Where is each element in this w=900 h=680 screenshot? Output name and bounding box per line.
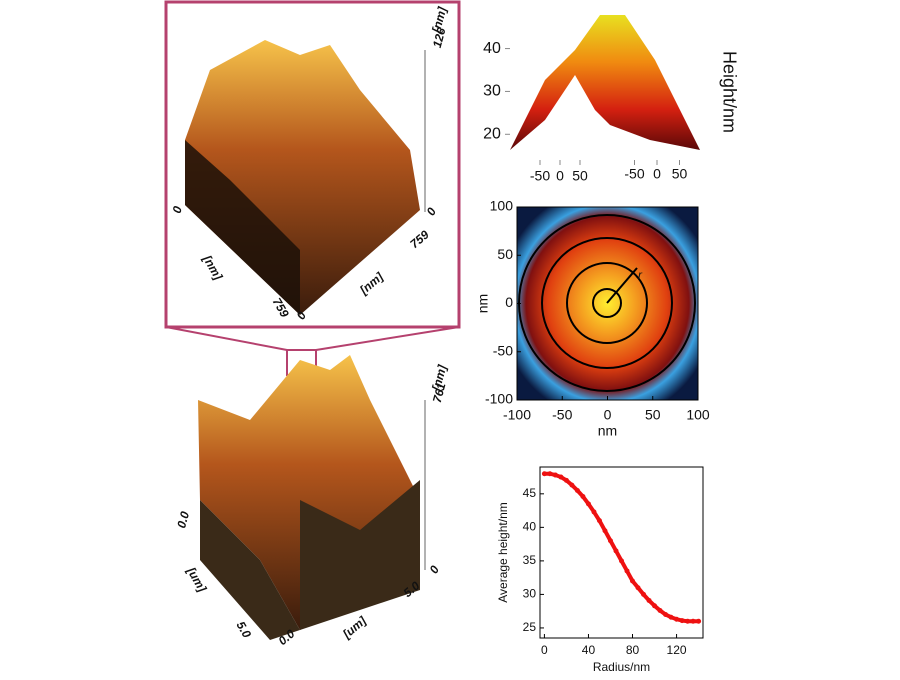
x-tick-label: -50: [552, 407, 572, 423]
point: [663, 612, 669, 618]
x-label: nm: [598, 423, 617, 439]
point: [585, 501, 591, 507]
x-tick-label: -100: [503, 407, 531, 423]
plot-frame: [539, 466, 704, 639]
connector: [165, 326, 288, 351]
x-tick-label: 0: [541, 643, 548, 657]
point: [690, 618, 696, 624]
y-tick-label: 25: [523, 620, 537, 634]
z-tick-label: 30: [483, 83, 501, 100]
line: [544, 471, 699, 624]
x-tick-label: 120: [667, 643, 687, 657]
afm-full-side: [200, 480, 420, 640]
afm-label: [nm]: [200, 252, 226, 283]
x-tick-label: 0: [556, 168, 564, 184]
x-tick-label: 80: [626, 643, 640, 657]
point: [596, 518, 602, 524]
surface-3d: [510, 15, 700, 150]
y-tick-label: -50: [624, 166, 644, 182]
point: [619, 558, 624, 564]
afm-label: 761: [430, 381, 449, 404]
heatmap: [516, 206, 699, 401]
point: [646, 597, 652, 603]
afm-label: 0: [424, 205, 440, 218]
annotation: r: [638, 268, 643, 282]
y-tick-label: 40: [523, 520, 537, 534]
afm-label: 0: [170, 204, 185, 214]
afm-label: [um]: [339, 613, 369, 642]
point: [580, 494, 586, 500]
connector: [315, 326, 460, 351]
point: [657, 608, 663, 614]
afm-label: [nm]: [429, 4, 450, 35]
point: [630, 578, 636, 584]
radius-arrow: [606, 267, 638, 304]
point: [569, 482, 575, 488]
y-tick-label: 0: [505, 294, 513, 310]
y-tick-label: 50: [672, 166, 688, 182]
afm-label: 5.0: [233, 619, 254, 641]
point: [563, 477, 569, 483]
afm-label: [nm]: [429, 362, 450, 393]
x-tick-label: 0: [604, 407, 612, 423]
point: [641, 591, 647, 597]
point: [591, 509, 597, 515]
x-tick-label: 50: [645, 407, 661, 423]
y-tick-label: 30: [523, 587, 537, 601]
point: [635, 585, 641, 591]
point: [613, 548, 619, 554]
y-tick-label: -50: [493, 342, 513, 358]
y-label: nm: [475, 294, 491, 313]
afm-label: 0.0: [174, 510, 192, 530]
point: [574, 487, 580, 493]
afm-zoom-side: [185, 140, 300, 315]
y-tick-label: 35: [523, 553, 537, 567]
y-label: Average height/nm: [496, 502, 510, 603]
point: [652, 603, 658, 609]
zoom-frame: [164, 0, 461, 329]
afm-label: [um]: [184, 564, 210, 595]
y-tick-label: 100: [490, 198, 514, 214]
point: [624, 568, 630, 574]
point: [541, 471, 547, 477]
x-tick-label: 50: [572, 168, 588, 184]
point: [668, 614, 674, 620]
x-tick-label: -50: [530, 168, 550, 184]
y-tick-label: -100: [485, 391, 513, 407]
afm-label: [nm]: [356, 269, 386, 298]
point: [607, 538, 613, 544]
y-tick-label: 45: [523, 486, 537, 500]
point: [547, 471, 553, 477]
afm-label: 126: [430, 26, 449, 49]
z-label: Height/nm: [719, 51, 739, 133]
point: [602, 528, 608, 534]
point: [558, 474, 564, 480]
afm-label: 0: [427, 563, 443, 576]
x-tick-label: 100: [686, 407, 710, 423]
z-tick-label: 40: [483, 40, 501, 57]
point: [685, 618, 691, 624]
x-tick-label: 40: [582, 643, 596, 657]
afm-label: 759: [407, 227, 432, 251]
x-label: Radius/nm: [593, 660, 650, 674]
z-tick-label: 20: [483, 126, 501, 143]
y-tick-label: 50: [497, 246, 513, 262]
point: [679, 618, 685, 624]
point: [674, 616, 680, 622]
y-tick-label: 0: [653, 166, 661, 182]
point: [552, 472, 558, 478]
point: [696, 618, 702, 624]
